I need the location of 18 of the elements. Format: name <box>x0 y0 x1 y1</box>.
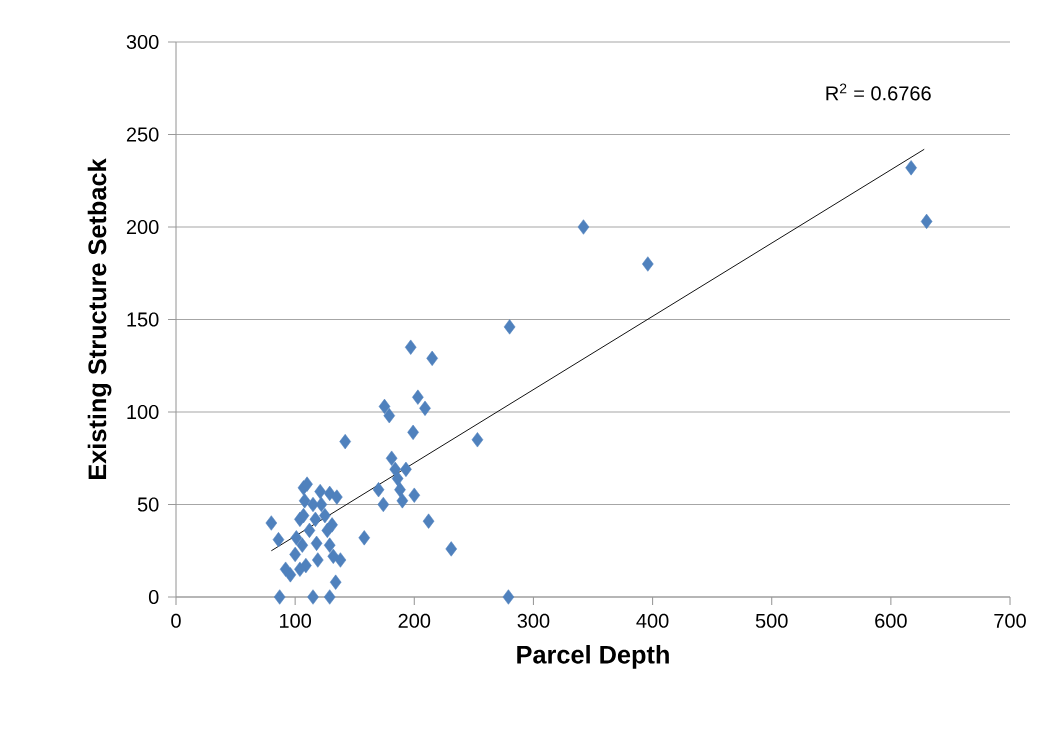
y-tick-label: 250 <box>126 127 159 142</box>
y-tick-label: 100 <box>127 404 159 420</box>
y-tick-label: 200 <box>126 219 159 235</box>
x-tick-label: 400 <box>636 613 669 628</box>
x-tick-label: 700 <box>994 613 1026 628</box>
x-tick-label: 500 <box>755 613 788 628</box>
y-axis-title: Existing Structure Setback <box>87 158 112 479</box>
y-tick-label: 150 <box>127 312 159 327</box>
x-tick-label: 200 <box>398 613 431 628</box>
x-tick-label: 100 <box>279 613 312 628</box>
y-tick-label: 50 <box>137 497 159 512</box>
x-tick-label: 300 <box>517 613 550 628</box>
x-axis-title: Parcel Depth <box>517 645 669 669</box>
y-tick-label: 300 <box>126 34 159 50</box>
annotation: R$^{2}$ = 0.6766 <box>826 83 931 101</box>
x-tick-label: 0 <box>171 613 181 628</box>
x-tick-label: 600 <box>875 613 907 628</box>
y-tick-label: 0 <box>148 589 159 605</box>
